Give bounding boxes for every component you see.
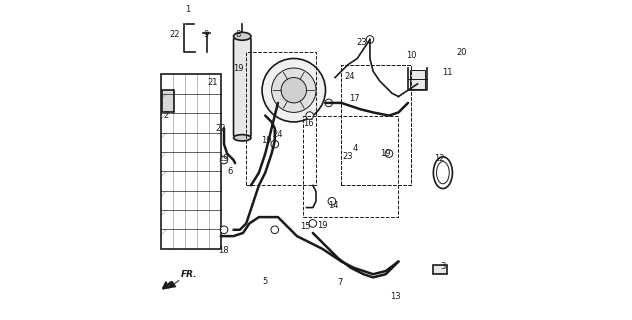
Circle shape <box>325 99 332 107</box>
Circle shape <box>306 112 313 119</box>
Circle shape <box>220 156 228 164</box>
Bar <box>410 69 425 89</box>
Text: 22: 22 <box>169 30 180 39</box>
Text: 13: 13 <box>390 292 401 301</box>
Bar <box>162 90 174 112</box>
Text: 18: 18 <box>218 246 229 255</box>
Text: 19: 19 <box>218 154 229 163</box>
Circle shape <box>385 150 392 157</box>
Circle shape <box>366 36 374 43</box>
Text: 19: 19 <box>262 136 272 146</box>
Text: 1: 1 <box>185 5 190 14</box>
Circle shape <box>220 226 228 234</box>
Ellipse shape <box>233 32 251 40</box>
Circle shape <box>271 140 279 148</box>
FancyBboxPatch shape <box>233 38 251 136</box>
Bar <box>161 74 221 249</box>
Circle shape <box>281 77 307 103</box>
Text: 11: 11 <box>442 68 453 77</box>
Text: 22: 22 <box>216 124 226 133</box>
Text: 16: 16 <box>303 119 313 128</box>
Text: 23: 23 <box>343 152 353 161</box>
Text: 8: 8 <box>236 30 241 39</box>
Text: 19: 19 <box>233 63 243 73</box>
Circle shape <box>328 197 336 205</box>
Text: 14: 14 <box>328 202 339 211</box>
Text: 4: 4 <box>353 144 358 153</box>
Text: FR.: FR. <box>181 270 198 279</box>
Text: 21: 21 <box>208 78 218 87</box>
Text: 23: 23 <box>356 38 367 47</box>
Bar <box>303 116 399 217</box>
Text: 17: 17 <box>349 94 360 103</box>
Text: 24: 24 <box>272 130 283 139</box>
Text: 3: 3 <box>441 262 446 271</box>
Bar <box>433 265 447 274</box>
Circle shape <box>262 59 325 122</box>
Text: 6: 6 <box>228 167 233 176</box>
Text: 19: 19 <box>380 149 391 158</box>
Text: 2: 2 <box>163 111 169 120</box>
Bar <box>246 52 316 185</box>
Bar <box>341 65 411 185</box>
Ellipse shape <box>233 135 251 141</box>
Text: 9: 9 <box>204 30 209 39</box>
Text: 24: 24 <box>344 72 355 81</box>
Text: 19: 19 <box>317 220 327 229</box>
Circle shape <box>309 220 317 227</box>
Text: 10: 10 <box>406 51 416 60</box>
Text: 12: 12 <box>434 154 445 163</box>
Text: 7: 7 <box>337 278 343 287</box>
Circle shape <box>272 68 316 112</box>
Text: 5: 5 <box>263 277 268 286</box>
Circle shape <box>271 226 279 234</box>
Text: 20: 20 <box>457 48 467 57</box>
Text: 15: 15 <box>300 222 310 231</box>
Bar <box>341 65 411 185</box>
